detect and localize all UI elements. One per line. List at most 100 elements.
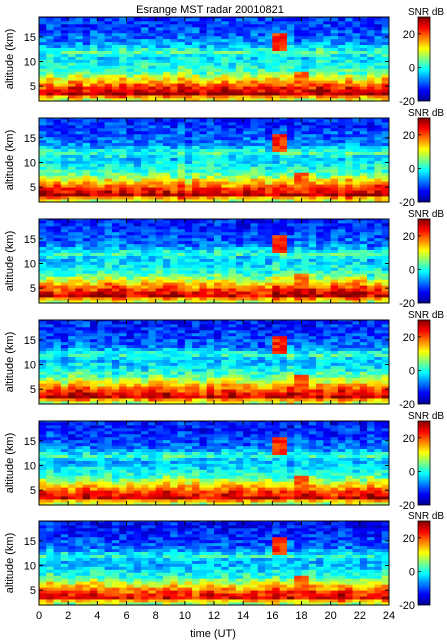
heatmap-cell xyxy=(235,118,244,120)
heatmap-cell xyxy=(82,320,91,325)
heatmap-cell xyxy=(192,288,200,292)
heatmap-cell xyxy=(141,377,149,381)
heatmap-cell xyxy=(352,285,361,289)
heatmap-cell xyxy=(352,178,361,182)
heatmap-cell xyxy=(279,228,288,233)
heatmap-cell xyxy=(337,261,346,265)
heatmap-cell xyxy=(39,130,47,135)
heatmap-cell xyxy=(82,341,91,346)
heatmap-cell xyxy=(323,38,332,43)
heatmap-cell xyxy=(308,228,317,233)
heatmap-cell xyxy=(184,65,193,69)
heatmap-cell xyxy=(257,270,266,274)
heatmap-cell xyxy=(97,65,106,69)
heatmap-cell xyxy=(119,231,127,236)
heatmap-cell xyxy=(97,362,106,366)
heatmap-cell xyxy=(308,86,317,90)
heatmap-cell xyxy=(199,356,208,360)
heatmap-cell xyxy=(272,118,281,120)
heatmap-cell xyxy=(228,53,237,57)
heatmap-cell xyxy=(60,368,69,372)
heatmap-cell xyxy=(265,225,273,230)
heatmap-cell xyxy=(90,26,98,31)
heatmap-cell xyxy=(75,38,84,43)
heatmap-cell xyxy=(148,267,157,271)
heatmap-cell xyxy=(381,166,389,170)
heatmap-cell xyxy=(90,365,98,369)
heatmap-cell xyxy=(206,178,215,182)
heatmap-cell xyxy=(133,190,142,194)
heatmap-cell xyxy=(141,190,149,194)
heatmap-cell xyxy=(126,187,135,191)
heatmap-cell xyxy=(345,157,353,161)
heatmap-cell xyxy=(206,41,215,46)
heatmap-cell xyxy=(60,148,69,152)
heatmap-cell xyxy=(243,41,251,46)
heatmap-cell xyxy=(46,26,54,31)
heatmap-cell xyxy=(235,92,244,96)
heatmap-cell xyxy=(141,285,149,289)
heatmap-cell xyxy=(162,356,171,360)
heatmap-cell xyxy=(323,89,332,93)
heatmap-cell xyxy=(104,53,113,57)
heatmap-cell xyxy=(162,326,171,331)
heatmap-cell xyxy=(294,92,302,96)
heatmap-cell xyxy=(46,300,54,303)
heatmap-cell xyxy=(272,261,281,265)
heatmap-cell xyxy=(97,130,106,135)
heatmap-cell xyxy=(381,74,389,78)
heatmap-cell xyxy=(352,65,361,69)
heatmap-cell xyxy=(133,338,142,343)
heatmap-cell xyxy=(184,323,193,328)
heatmap-cell xyxy=(155,145,164,150)
heatmap-cell xyxy=(301,184,310,188)
heatmap-cell xyxy=(214,219,222,221)
heatmap-cell xyxy=(206,35,215,40)
heatmap-cell xyxy=(316,279,324,283)
heatmap-cell xyxy=(133,196,142,200)
heatmap-cell xyxy=(133,320,142,325)
heatmap-cell xyxy=(177,285,186,289)
heatmap-cell xyxy=(126,368,135,372)
heatmap-cell xyxy=(359,243,368,248)
heatmap-cell xyxy=(265,133,273,138)
heatmap-cell xyxy=(104,95,113,99)
heatmap-cell xyxy=(148,335,157,340)
heatmap-cell xyxy=(148,279,157,283)
heatmap-cell xyxy=(243,92,251,96)
heatmap-cell xyxy=(214,169,222,173)
heatmap-cell xyxy=(111,92,120,96)
heatmap-cell xyxy=(352,231,361,236)
heatmap-cell xyxy=(286,74,295,78)
heatmap-cell xyxy=(97,270,106,274)
heatmap-cell xyxy=(330,234,339,239)
heatmap-cell xyxy=(184,246,193,251)
heatmap-cell xyxy=(68,365,76,369)
heatmap-cell xyxy=(82,17,91,22)
heatmap-cell xyxy=(119,44,127,49)
heatmap-cell xyxy=(192,350,200,354)
heatmap-cell xyxy=(199,380,208,384)
heatmap-cell xyxy=(192,332,200,337)
heatmap-cell xyxy=(235,249,244,253)
heatmap-cell xyxy=(199,172,208,176)
heatmap-cell xyxy=(155,59,164,63)
heatmap-cell xyxy=(104,169,113,173)
heatmap-cell xyxy=(177,395,186,399)
heatmap-cell xyxy=(46,35,54,40)
heatmap-cell xyxy=(286,166,295,170)
heatmap-cell xyxy=(367,71,375,75)
heatmap-cell xyxy=(82,326,91,331)
heatmap-cell xyxy=(155,17,164,22)
heatmap-cell xyxy=(345,163,353,167)
heatmap-cell xyxy=(126,59,135,63)
heatmap-cell xyxy=(68,347,76,352)
heatmap-cell xyxy=(367,276,375,280)
heatmap-cell xyxy=(243,77,251,81)
heatmap-cell xyxy=(323,219,332,224)
heatmap-cell xyxy=(60,98,69,101)
heatmap-cell xyxy=(257,98,266,101)
heatmap-cell xyxy=(46,219,54,224)
heatmap-cell xyxy=(192,225,200,230)
heatmap-cell xyxy=(82,184,91,188)
